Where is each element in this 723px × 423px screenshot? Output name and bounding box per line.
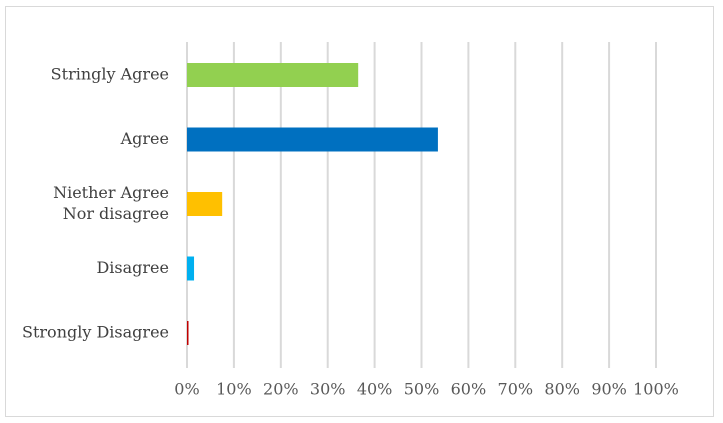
x-tick-label: 50% bbox=[404, 380, 440, 399]
x-tick-label: 10% bbox=[216, 380, 252, 399]
x-tick-label: 90% bbox=[591, 380, 627, 399]
category-label: Disagree bbox=[96, 258, 169, 277]
x-tick-label: 20% bbox=[263, 380, 299, 399]
x-tick-label: 60% bbox=[451, 380, 487, 399]
category-label: Agree bbox=[120, 129, 169, 148]
category-label: Nor disagree bbox=[63, 204, 169, 223]
x-tick-label: 0% bbox=[174, 380, 199, 399]
x-tick-label: 30% bbox=[310, 380, 346, 399]
bar bbox=[187, 192, 223, 216]
bar bbox=[187, 321, 189, 345]
category-label: Niether Agree bbox=[53, 183, 169, 202]
x-tick-label: 70% bbox=[498, 380, 534, 399]
chart-frame bbox=[5, 6, 714, 417]
x-tick-label: 80% bbox=[544, 380, 580, 399]
bar bbox=[187, 63, 359, 87]
category-label: Stringly Agree bbox=[51, 65, 169, 84]
bar bbox=[187, 256, 195, 281]
category-label: Strongly Disagree bbox=[22, 323, 169, 342]
bar bbox=[187, 127, 438, 152]
x-tick-label: 40% bbox=[357, 380, 393, 399]
x-tick-label: 100% bbox=[633, 380, 679, 399]
